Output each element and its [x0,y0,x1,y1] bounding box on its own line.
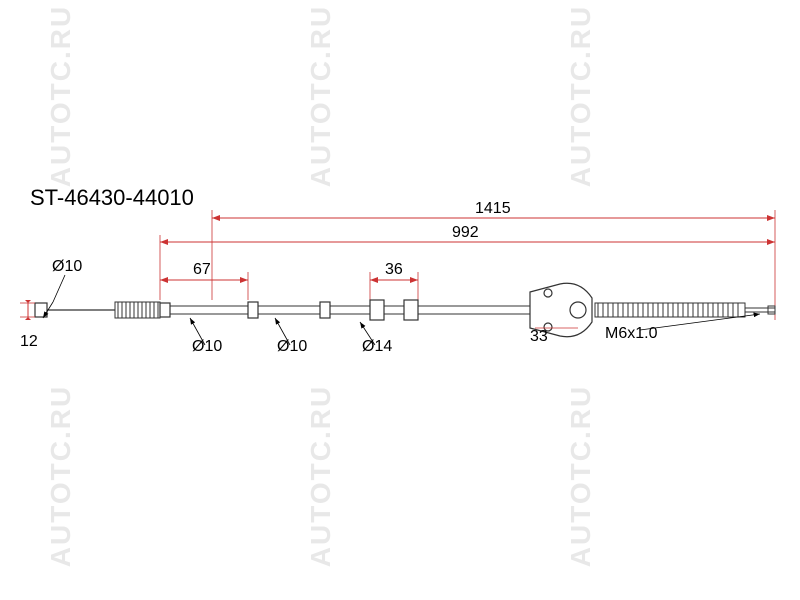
dim-total-length: 1415 [475,200,511,218]
dim-dia10c: Ø10 [277,338,307,356]
dim-12: 12 [20,333,38,351]
dim-33: 33 [530,328,548,346]
dim-thread: M6x1.0 [605,325,657,343]
dim-dia10a: Ø10 [52,258,82,276]
dim-inner-length: 992 [452,224,479,242]
technical-drawing [0,0,800,600]
dim-67: 67 [193,261,211,279]
dim-dia14: Ø14 [362,338,392,356]
dim-36: 36 [385,261,403,279]
dim-dia10b: Ø10 [192,338,222,356]
